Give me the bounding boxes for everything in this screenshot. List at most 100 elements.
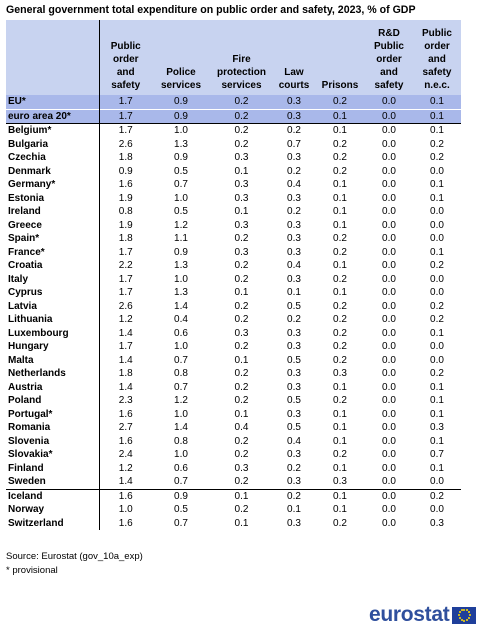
value-cell-police: 0.8 bbox=[174, 435, 188, 447]
value-cell-fire: 0.3 bbox=[234, 219, 249, 231]
value-cell-fire: 0.2 bbox=[234, 341, 249, 353]
value-cell-total: 2.2 bbox=[118, 260, 133, 272]
value-cell-fire: 0.2 bbox=[234, 233, 249, 245]
value-cell-prisons: 0.1 bbox=[315, 123, 365, 138]
value-cell-nec: 0.0 bbox=[430, 341, 444, 353]
value-cell-fire: 0.3 bbox=[234, 152, 249, 164]
value-cell-nec: 0.1 bbox=[430, 192, 444, 204]
value-cell-rd: 0.0 bbox=[365, 488, 413, 503]
value-cell-law-courts: 0.2 bbox=[273, 123, 315, 138]
value-cell-prisons: 0.2 bbox=[333, 341, 347, 353]
value-cell-total: 2.4 bbox=[118, 449, 133, 461]
value-cell-fire: 0.2 bbox=[234, 395, 249, 407]
value-cell-total: 0.8 bbox=[118, 206, 133, 218]
value-cell-prisons: 0.2 bbox=[333, 246, 347, 258]
header-line: Public bbox=[110, 41, 141, 52]
value-cell-law-courts: 0.3 bbox=[287, 246, 301, 258]
value-cell-nec: 0.2 bbox=[430, 138, 444, 150]
country-cell: euro area 20* bbox=[6, 108, 100, 124]
value-cell-fire: 0.3 bbox=[234, 462, 249, 474]
flag-star bbox=[466, 618, 469, 621]
value-cell-prisons: 0.1 bbox=[333, 422, 347, 434]
table-row: Cyprus 1.7 1.3 0.1 0.1 0.1 0.0 0.0 bbox=[6, 286, 461, 300]
value-cell-fire: 0.2 bbox=[234, 476, 249, 488]
value-cell-law-courts: 0.3 bbox=[287, 192, 301, 204]
header-line: Prisons bbox=[321, 80, 359, 91]
value-cell-fire: 0.2 bbox=[234, 260, 249, 272]
table-row: Estonia 1.9 1.0 0.3 0.3 0.1 0.0 0.1 bbox=[6, 191, 461, 205]
value-cell-nec: 0.2 bbox=[430, 368, 444, 380]
value-cell-rd: 0.0 bbox=[382, 192, 396, 204]
value-cell-total: 1.7 bbox=[118, 246, 133, 258]
value-cell-law-courts: 0.3 bbox=[287, 408, 301, 420]
country-cell: Greece bbox=[6, 218, 100, 232]
header-nec: Public order and safety n.e.c. bbox=[413, 20, 461, 95]
value-cell-prisons: 0.2 bbox=[333, 395, 347, 407]
header-law-courts: Law courts bbox=[273, 20, 315, 95]
value-cell-police: 1.4 bbox=[174, 300, 188, 312]
value-cell-total: 1.2 bbox=[118, 462, 133, 474]
value-cell-fire: 0.2 bbox=[234, 273, 249, 285]
value-cell-fire: 0.2 bbox=[210, 95, 273, 109]
header-line: safety bbox=[374, 80, 404, 91]
value-cell-police: 0.4 bbox=[174, 314, 188, 326]
value-cell-nec: 0.0 bbox=[430, 504, 444, 516]
table-row: Switzerland 1.6 0.7 0.1 0.3 0.2 0.0 0.3 bbox=[6, 516, 461, 530]
value-cell-nec: 0.1 bbox=[430, 435, 444, 447]
value-cell-nec: 0.1 bbox=[430, 327, 444, 339]
table-row: EU* 1.7 0.9 0.2 0.3 0.2 0.0 0.1 bbox=[6, 95, 461, 109]
value-cell-police: 0.9 bbox=[174, 152, 188, 164]
value-cell-rd: 0.0 bbox=[382, 368, 396, 380]
value-cell-prisons: 0.2 bbox=[333, 138, 347, 150]
value-cell-total: 1.9 bbox=[118, 219, 133, 231]
value-cell-nec: 0.0 bbox=[430, 476, 444, 488]
country-cell: Romania bbox=[6, 421, 100, 435]
flag-star bbox=[463, 619, 466, 622]
header-line: and bbox=[380, 67, 398, 78]
value-cell-total: 1.2 bbox=[118, 314, 133, 326]
value-cell-total: 1.8 bbox=[118, 368, 133, 380]
value-cell-fire: 0.1 bbox=[210, 488, 273, 503]
value-cell-nec: 0.0 bbox=[430, 354, 444, 366]
value-cell-nec: 0.1 bbox=[430, 246, 444, 258]
value-cell-law-courts: 0.3 bbox=[287, 219, 301, 231]
value-cell-rd: 0.0 bbox=[365, 95, 413, 109]
flag-star bbox=[460, 609, 463, 612]
flag-star bbox=[458, 611, 461, 614]
value-cell-nec: 0.3 bbox=[430, 517, 444, 529]
value-cell-police: 0.7 bbox=[174, 517, 188, 529]
value-cell-rd: 0.0 bbox=[382, 449, 396, 461]
header-line: R&D bbox=[378, 28, 400, 39]
header-line: services bbox=[160, 80, 202, 91]
value-cell-fire: 0.4 bbox=[234, 422, 249, 434]
value-cell-nec: 0.7 bbox=[430, 449, 444, 461]
country-cell: Luxembourg bbox=[6, 326, 100, 340]
value-cell-law-courts: 0.5 bbox=[287, 300, 301, 312]
value-cell-law-courts: 0.4 bbox=[287, 260, 301, 272]
flag-star bbox=[468, 611, 471, 614]
value-cell-police: 0.7 bbox=[174, 354, 188, 366]
header-line: Police bbox=[166, 67, 196, 78]
value-cell-total: 0.9 bbox=[118, 165, 133, 177]
value-cell-law-courts: 0.3 bbox=[287, 368, 301, 380]
table-row: France* 1.7 0.9 0.3 0.3 0.2 0.0 0.1 bbox=[6, 245, 461, 259]
value-cell-rd: 0.0 bbox=[382, 354, 396, 366]
value-cell-prisons: 0.1 bbox=[333, 462, 347, 474]
value-cell-fire: 0.3 bbox=[234, 192, 249, 204]
value-cell-fire: 0.2 bbox=[234, 504, 249, 516]
country-cell: Germany* bbox=[6, 178, 100, 192]
value-cell-prisons: 0.3 bbox=[333, 476, 347, 488]
country-cell: Cyprus bbox=[6, 286, 100, 300]
value-cell-prisons: 0.1 bbox=[315, 488, 365, 503]
table-row: Romania 2.7 1.4 0.4 0.5 0.1 0.0 0.3 bbox=[6, 421, 461, 435]
data-table-container: Public order and safety Police services Fire… bbox=[6, 20, 461, 530]
value-cell-police: 0.5 bbox=[174, 504, 188, 516]
value-cell-prisons: 0.2 bbox=[333, 517, 347, 529]
value-cell-fire: 0.1 bbox=[234, 206, 249, 218]
value-cell-fire: 0.2 bbox=[234, 368, 249, 380]
flag-star bbox=[468, 616, 471, 619]
value-cell-rd: 0.0 bbox=[382, 246, 396, 258]
expenditure-table: Public order and safety Police services Fire… bbox=[6, 20, 461, 530]
value-cell-police: 1.3 bbox=[174, 287, 188, 299]
value-cell-rd: 0.0 bbox=[382, 517, 396, 529]
